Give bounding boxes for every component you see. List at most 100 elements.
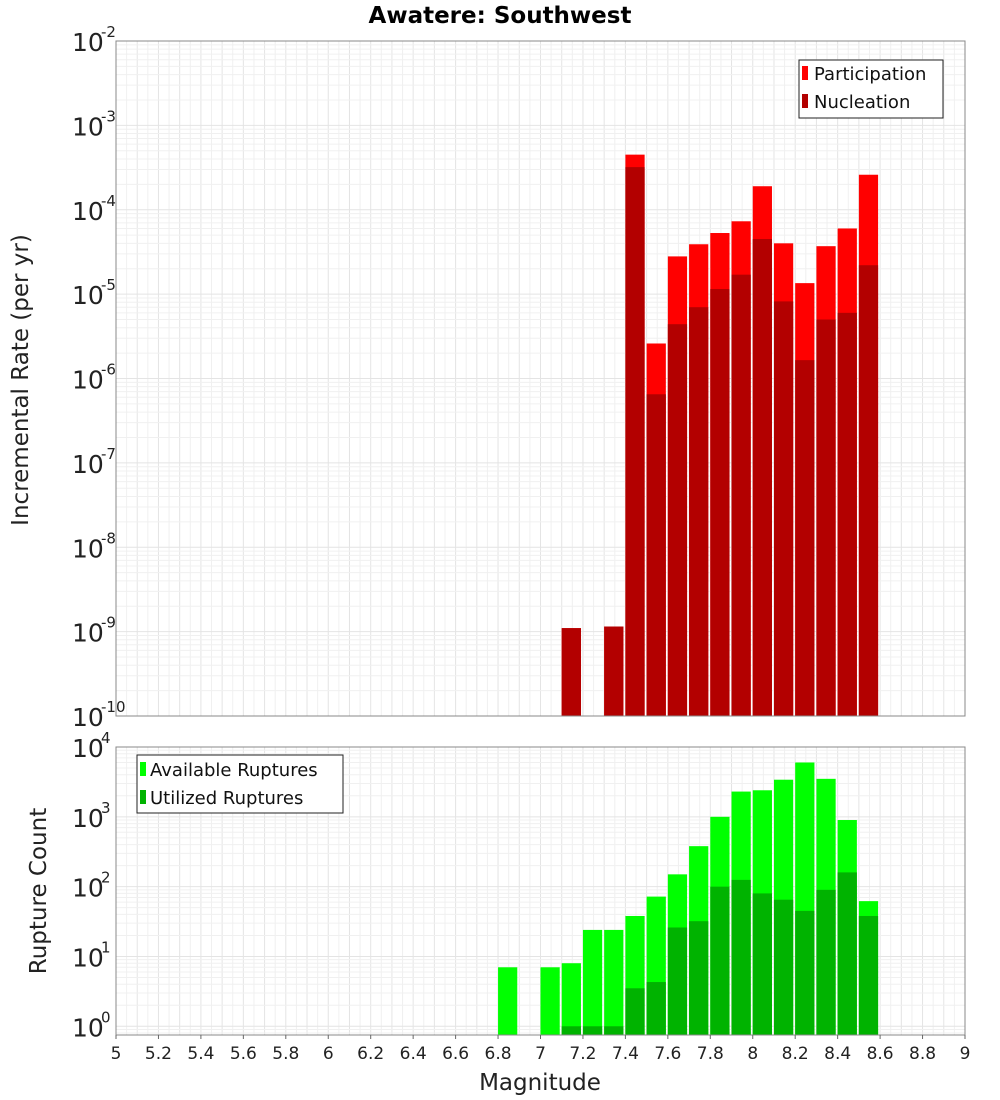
bar-series-2: [646, 394, 666, 716]
y-tick-label: 10: [72, 874, 104, 903]
bar-series-2: [625, 988, 645, 1035]
bar-series-2: [646, 982, 666, 1035]
y-tick-exponent: -8: [101, 529, 116, 547]
x-tick-label: 6.6: [442, 1044, 469, 1064]
top-legend-box: [798, 59, 944, 119]
y-tick-exponent: 2: [101, 869, 111, 887]
legend-swatch-available: [140, 762, 146, 776]
x-tick-label: 8.2: [782, 1044, 809, 1064]
x-tick-label: 8.8: [909, 1044, 936, 1064]
x-tick-label: 5: [111, 1044, 122, 1064]
chart-title: Awatere: Southwest: [369, 3, 632, 29]
x-tick-label: 5.6: [230, 1044, 257, 1064]
bar-series-2: [837, 872, 857, 1035]
x-tick-label: 7.2: [569, 1044, 596, 1064]
y-tick-exponent: -9: [101, 614, 116, 632]
y-tick-exponent: -5: [101, 276, 116, 294]
y-tick-exponent: -2: [101, 23, 116, 41]
x-tick-label: 6.8: [485, 1044, 512, 1064]
top-grid: [115, 41, 966, 717]
bar-series-2: [710, 886, 730, 1035]
bar-series-2: [604, 1026, 624, 1035]
y-tick-exponent: 4: [101, 729, 111, 747]
bar-series-2: [582, 1026, 603, 1035]
bar-series-2: [795, 360, 815, 716]
y-tick-label: 10: [72, 450, 104, 479]
x-tick-label: 5.4: [187, 1044, 214, 1064]
x-tick-label: 8: [747, 1044, 758, 1064]
x-tick-label: 6.4: [400, 1044, 427, 1064]
legend-label-nucleation: Nucleation: [814, 92, 910, 113]
y-tick-label: 10: [72, 366, 104, 395]
y-tick-exponent: -4: [101, 192, 116, 210]
bar-series-2: [752, 239, 772, 716]
bar-series-2: [689, 921, 709, 1035]
x-tick-label: 7.8: [697, 1044, 724, 1064]
x-tick-label: 6: [323, 1044, 334, 1064]
bar-series-2: [773, 899, 794, 1035]
y-tick-label: 10: [72, 943, 104, 972]
bar-series-2: [689, 307, 709, 716]
bar-series-2: [858, 915, 879, 1035]
bar-series-1: [561, 963, 581, 1035]
y-tick-label: 10: [72, 734, 104, 763]
y-tick-label: 10: [72, 534, 104, 563]
y-tick-label: 10: [72, 804, 104, 833]
top-legend: Participation Nucleation: [798, 59, 944, 119]
bar-series-2: [731, 274, 751, 716]
bar-series-2: [667, 324, 688, 716]
bar-series-2: [752, 893, 772, 1035]
bar-series-2: [710, 289, 730, 716]
y-tick-label: 10: [72, 703, 104, 732]
y-tick-label: 10: [72, 197, 104, 226]
y-tick-label: 10: [72, 112, 104, 141]
y-tick-label: 10: [72, 281, 104, 310]
x-tick-label: 9: [960, 1044, 971, 1064]
bar-series-2: [731, 879, 751, 1035]
y-tick-exponent: 1: [101, 938, 111, 956]
top-plot-frame: [115, 40, 966, 717]
bar-series-2: [667, 927, 688, 1035]
x-tick-label: 6.2: [357, 1044, 384, 1064]
y-tick-label: 10: [72, 1013, 104, 1042]
x-tick-label: 7.6: [654, 1044, 681, 1064]
legend-label-utilized: Utilized Ruptures: [150, 788, 303, 809]
x-tick-label: 8.4: [824, 1044, 851, 1064]
bar-series-2: [604, 626, 624, 716]
bottom-legend-box: [136, 754, 344, 814]
bottom-y-axis-label: Rupture Count: [26, 808, 52, 974]
bar-series-2: [773, 301, 794, 716]
y-tick-exponent: -10: [101, 698, 126, 716]
bottom-bars: [498, 762, 879, 1035]
bottom-x-ticks: 5 5.2 5.4 5.6 5.8 6 6.2 6.4 6.6 6.8 7 7.2 7.4 7.6 7.8 8…: [111, 1035, 971, 1064]
x-tick-label: 7.4: [612, 1044, 639, 1064]
top-bars: [561, 154, 879, 717]
bar-series-1: [604, 929, 624, 1035]
bar-series-2: [837, 312, 857, 716]
legend-swatch-nucleation: [802, 94, 808, 108]
bar-series-2: [561, 628, 581, 716]
legend-swatch-participation: [802, 66, 808, 80]
x-tick-label: 5.8: [272, 1044, 299, 1064]
top-y-axis-label: Incremental Rate (per yr): [8, 234, 34, 526]
legend-label-available: Available Ruptures: [150, 760, 318, 781]
y-tick-exponent: -3: [101, 107, 116, 125]
bar-series-2: [625, 167, 645, 716]
bar-series-1: [498, 967, 518, 1035]
bar-series-2: [795, 910, 815, 1035]
bar-series-2: [858, 265, 879, 716]
bar-series-2: [816, 319, 836, 716]
y-tick-exponent: 3: [101, 799, 111, 817]
legend-swatch-utilized: [140, 790, 146, 804]
bottom-legend: Available Ruptures Utilized Ruptures: [136, 754, 344, 814]
y-tick-label: 10: [72, 619, 104, 648]
x-axis-label: Magnitude: [479, 1070, 601, 1096]
bar-series-2: [561, 1026, 581, 1035]
y-tick-exponent: -7: [101, 445, 116, 463]
x-tick-label: 5.2: [145, 1044, 172, 1064]
